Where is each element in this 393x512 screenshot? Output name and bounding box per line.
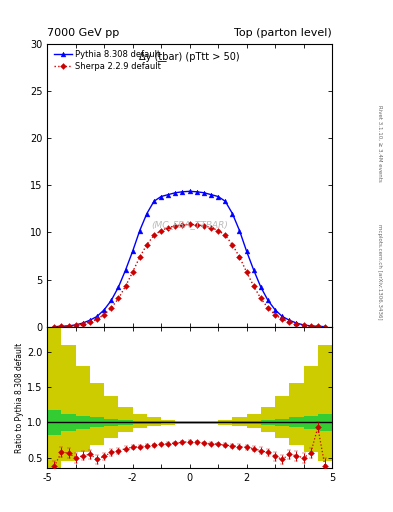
- Pythia 8.308 default: [280, 313, 285, 319]
- Text: mcplots.cern.ch [arXiv:1306.3436]: mcplots.cern.ch [arXiv:1306.3436]: [377, 224, 382, 319]
- Sherpa 2.2.9 default: [180, 222, 185, 228]
- Sherpa 2.2.9 default: [230, 242, 235, 248]
- Sherpa 2.2.9 default: [259, 295, 263, 302]
- Sherpa 2.2.9 default: [81, 321, 85, 327]
- Pythia 8.308 default: [159, 194, 163, 200]
- Sherpa 2.2.9 default: [266, 305, 270, 311]
- Pythia 8.308 default: [216, 194, 220, 200]
- Line: Pythia 8.308 default: Pythia 8.308 default: [52, 189, 327, 329]
- Legend: Pythia 8.308 default, Sherpa 2.2.9 default: Pythia 8.308 default, Sherpa 2.2.9 defau…: [51, 48, 164, 73]
- Pythia 8.308 default: [138, 227, 142, 233]
- Pythia 8.308 default: [287, 317, 292, 323]
- Sherpa 2.2.9 default: [323, 324, 327, 330]
- Pythia 8.308 default: [152, 198, 156, 204]
- Line: Sherpa 2.2.9 default: Sherpa 2.2.9 default: [52, 222, 327, 329]
- Pythia 8.308 default: [230, 210, 235, 217]
- Pythia 8.308 default: [266, 297, 270, 304]
- Sherpa 2.2.9 default: [145, 242, 149, 248]
- Pythia 8.308 default: [166, 191, 171, 198]
- Sherpa 2.2.9 default: [309, 323, 313, 329]
- Sherpa 2.2.9 default: [252, 283, 256, 289]
- Pythia 8.308 default: [187, 188, 192, 195]
- Sherpa 2.2.9 default: [187, 221, 192, 227]
- Text: (MC_FBA_TTBAR): (MC_FBA_TTBAR): [151, 220, 228, 229]
- Sherpa 2.2.9 default: [273, 311, 277, 317]
- Pythia 8.308 default: [95, 313, 99, 319]
- Pythia 8.308 default: [81, 320, 85, 326]
- Y-axis label: Ratio to Pythia 8.308 default: Ratio to Pythia 8.308 default: [15, 343, 24, 453]
- Sherpa 2.2.9 default: [109, 305, 114, 311]
- Sherpa 2.2.9 default: [216, 227, 220, 233]
- Pythia 8.308 default: [273, 307, 277, 313]
- Pythia 8.308 default: [52, 324, 57, 330]
- Sherpa 2.2.9 default: [316, 324, 320, 330]
- Sherpa 2.2.9 default: [88, 319, 92, 325]
- Text: Δy (t͟bar) (pTtt > 50): Δy (t͟bar) (pTtt > 50): [139, 52, 240, 62]
- Sherpa 2.2.9 default: [159, 227, 163, 233]
- Sherpa 2.2.9 default: [102, 311, 107, 317]
- Sherpa 2.2.9 default: [195, 222, 199, 228]
- Pythia 8.308 default: [180, 189, 185, 195]
- Pythia 8.308 default: [59, 323, 64, 329]
- Pythia 8.308 default: [66, 323, 71, 329]
- Sherpa 2.2.9 default: [244, 269, 249, 275]
- Pythia 8.308 default: [316, 323, 320, 329]
- Text: Rivet 3.1.10, ≥ 3.4M events: Rivet 3.1.10, ≥ 3.4M events: [377, 105, 382, 182]
- Pythia 8.308 default: [123, 267, 128, 273]
- Pythia 8.308 default: [244, 248, 249, 254]
- Pythia 8.308 default: [109, 297, 114, 304]
- Sherpa 2.2.9 default: [123, 283, 128, 289]
- Pythia 8.308 default: [223, 198, 228, 204]
- Sherpa 2.2.9 default: [66, 323, 71, 329]
- Pythia 8.308 default: [209, 191, 213, 198]
- Pythia 8.308 default: [202, 189, 206, 196]
- Sherpa 2.2.9 default: [138, 254, 142, 260]
- Pythia 8.308 default: [130, 248, 135, 254]
- Pythia 8.308 default: [252, 267, 256, 273]
- Sherpa 2.2.9 default: [52, 324, 57, 330]
- Sherpa 2.2.9 default: [73, 323, 78, 329]
- Pythia 8.308 default: [102, 307, 107, 313]
- Sherpa 2.2.9 default: [166, 225, 171, 231]
- Pythia 8.308 default: [309, 323, 313, 329]
- Text: Top (parton level): Top (parton level): [234, 28, 332, 38]
- Sherpa 2.2.9 default: [202, 223, 206, 229]
- Pythia 8.308 default: [323, 324, 327, 330]
- Pythia 8.308 default: [294, 320, 299, 326]
- Pythia 8.308 default: [195, 189, 199, 195]
- Sherpa 2.2.9 default: [237, 254, 242, 260]
- Sherpa 2.2.9 default: [130, 269, 135, 275]
- Sherpa 2.2.9 default: [301, 323, 306, 329]
- Pythia 8.308 default: [88, 317, 92, 323]
- Sherpa 2.2.9 default: [95, 316, 99, 323]
- Pythia 8.308 default: [116, 284, 121, 290]
- Pythia 8.308 default: [173, 189, 178, 196]
- Pythia 8.308 default: [301, 322, 306, 328]
- Sherpa 2.2.9 default: [152, 232, 156, 238]
- Sherpa 2.2.9 default: [294, 321, 299, 327]
- Sherpa 2.2.9 default: [116, 295, 121, 302]
- Sherpa 2.2.9 default: [173, 223, 178, 229]
- Sherpa 2.2.9 default: [209, 225, 213, 231]
- Pythia 8.308 default: [259, 284, 263, 290]
- Sherpa 2.2.9 default: [223, 232, 228, 238]
- Pythia 8.308 default: [73, 322, 78, 328]
- Sherpa 2.2.9 default: [287, 319, 292, 325]
- Pythia 8.308 default: [145, 210, 149, 217]
- Sherpa 2.2.9 default: [59, 324, 64, 330]
- Text: 7000 GeV pp: 7000 GeV pp: [47, 28, 119, 38]
- Pythia 8.308 default: [237, 227, 242, 233]
- Sherpa 2.2.9 default: [280, 316, 285, 323]
